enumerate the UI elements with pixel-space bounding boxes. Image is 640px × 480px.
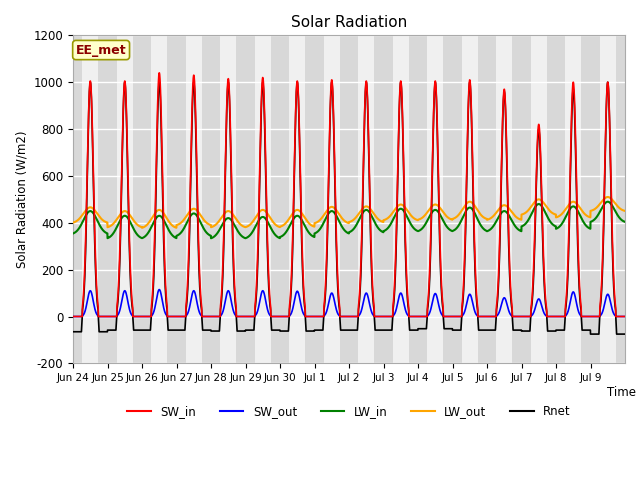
Bar	[117, 36, 132, 363]
Bar	[151, 36, 167, 363]
Bar	[497, 36, 512, 363]
Title: Solar Radiation: Solar Radiation	[291, 15, 407, 30]
Bar	[220, 36, 236, 363]
Bar	[289, 36, 305, 363]
Legend: SW_in, SW_out, LW_in, LW_out, Rnet: SW_in, SW_out, LW_in, LW_out, Rnet	[123, 401, 575, 423]
Y-axis label: Solar Radiation (W/m2): Solar Radiation (W/m2)	[15, 131, 28, 268]
Bar	[255, 36, 271, 363]
Bar	[393, 36, 409, 363]
Bar	[358, 36, 374, 363]
Bar	[531, 36, 547, 363]
Bar	[428, 36, 443, 363]
Bar	[600, 36, 616, 363]
X-axis label: Time: Time	[607, 386, 636, 399]
Bar	[462, 36, 477, 363]
Bar	[83, 36, 98, 363]
Bar	[324, 36, 340, 363]
Bar	[565, 36, 581, 363]
Bar	[186, 36, 202, 363]
Text: EE_met: EE_met	[76, 44, 127, 57]
